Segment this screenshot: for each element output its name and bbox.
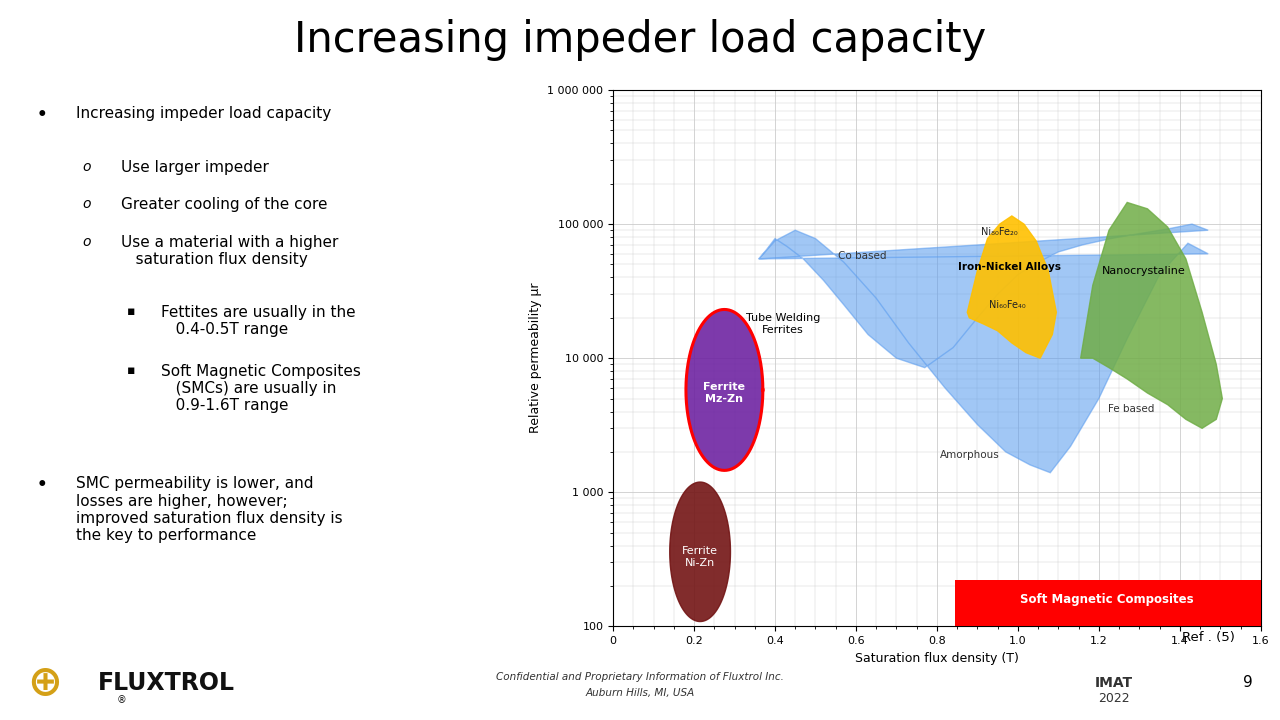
Text: Ni₈₀Fe₂₀: Ni₈₀Fe₂₀: [982, 227, 1018, 237]
Text: Use larger impeder: Use larger impeder: [122, 160, 269, 175]
Text: ®: ®: [116, 695, 127, 705]
Text: ⊕: ⊕: [27, 662, 63, 703]
Text: Amorphous: Amorphous: [940, 450, 1000, 460]
Text: ▪: ▪: [127, 305, 136, 318]
Text: •: •: [37, 476, 47, 494]
Polygon shape: [669, 482, 731, 621]
Text: o: o: [82, 197, 91, 211]
Text: 9: 9: [1243, 675, 1253, 690]
Text: Ref . (5): Ref . (5): [1183, 631, 1235, 644]
Text: •: •: [37, 106, 47, 124]
Bar: [955, 580, 1261, 626]
Text: Fettites are usually in the
   0.4-0.5T range: Fettites are usually in the 0.4-0.5T ran…: [161, 305, 356, 337]
Text: Tube Welding
Ferrites: Tube Welding Ferrites: [746, 313, 820, 335]
Polygon shape: [968, 216, 1056, 358]
Text: Soft Magnetic Composites
   (SMCs) are usually in
   0.9-1.6T range: Soft Magnetic Composites (SMCs) are usua…: [161, 364, 361, 413]
Text: Auburn Hills, MI, USA: Auburn Hills, MI, USA: [585, 688, 695, 698]
Text: Iron-Nickel Alloys: Iron-Nickel Alloys: [959, 262, 1061, 272]
Text: Ferrite
Ni-Zn: Ferrite Ni-Zn: [682, 546, 718, 567]
Text: Fe based: Fe based: [1108, 404, 1155, 414]
Text: Soft Magnetic Composites: Soft Magnetic Composites: [1020, 593, 1194, 606]
Text: Increasing impeder load capacity: Increasing impeder load capacity: [294, 19, 986, 60]
Text: ▪: ▪: [127, 364, 136, 377]
Text: 2022: 2022: [1098, 692, 1129, 705]
Text: o: o: [82, 235, 91, 249]
Text: SMC permeability is lower, and
losses are higher, however;
improved saturation f: SMC permeability is lower, and losses ar…: [77, 476, 343, 544]
Text: FLUXTROL: FLUXTROL: [97, 670, 236, 695]
Text: Nanocrystaline: Nanocrystaline: [1102, 266, 1185, 276]
X-axis label: Saturation flux density (T): Saturation flux density (T): [855, 652, 1019, 665]
Text: IMAT: IMAT: [1094, 675, 1133, 690]
Text: Greater cooling of the core: Greater cooling of the core: [122, 197, 328, 212]
Text: Confidential and Proprietary Information of Fluxtrol Inc.: Confidential and Proprietary Information…: [497, 672, 783, 682]
Text: Co based: Co based: [838, 251, 886, 261]
Text: Increasing impeder load capacity: Increasing impeder load capacity: [77, 106, 332, 121]
Text: Ferrite
Mz-Zn: Ferrite Mz-Zn: [704, 382, 745, 404]
Polygon shape: [759, 224, 1208, 473]
Polygon shape: [686, 310, 763, 470]
Text: o: o: [82, 160, 91, 174]
Text: Use a material with a higher
   saturation flux density: Use a material with a higher saturation …: [122, 235, 339, 267]
Y-axis label: Relative permeability μr: Relative permeability μr: [529, 283, 541, 433]
Polygon shape: [1080, 202, 1222, 428]
Text: Ni₆₀Fe₄₀: Ni₆₀Fe₄₀: [989, 300, 1027, 310]
